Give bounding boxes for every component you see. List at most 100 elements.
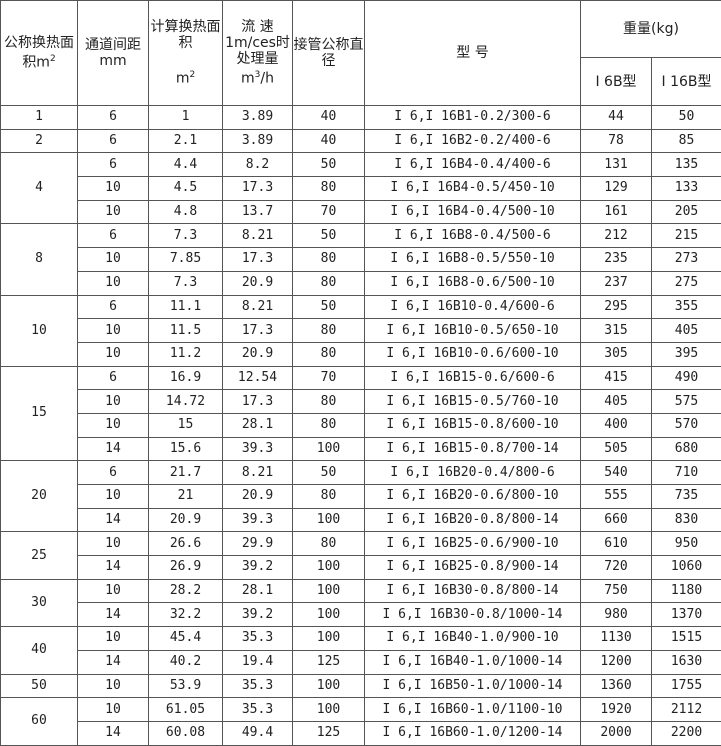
cell-model: I 6,I 16B30-0.8/1000-14	[365, 603, 581, 627]
cell-flow: 39.3	[223, 508, 293, 532]
cell-model: I 6,I 16B15-0.8/600-10	[365, 413, 581, 437]
cell-weight-i16b: 1370	[652, 603, 721, 627]
cell-pipe: 100	[293, 508, 365, 532]
cell-flow: 8.2	[223, 153, 293, 177]
cell-model: I 6,I 16B15-0.6/600-6	[365, 366, 581, 390]
cell-flow: 3.89	[223, 129, 293, 153]
cell-weight-i16b: 215	[652, 224, 721, 248]
cell-weight-i6b: 295	[581, 295, 652, 319]
cell-gap: 10	[78, 248, 149, 272]
cell-area: 20	[1, 461, 78, 532]
cell-model: I 6,I 16B8-0.5/550-10	[365, 248, 581, 272]
cell-pipe: 80	[293, 485, 365, 509]
cell-gap: 10	[78, 413, 149, 437]
cell-gap: 6	[78, 129, 149, 153]
cell-weight-i6b: 405	[581, 390, 652, 414]
cell-pipe: 100	[293, 556, 365, 580]
cell-area: 8	[1, 224, 78, 295]
cell-weight-i6b: 505	[581, 437, 652, 461]
cell-gap: 10	[78, 200, 149, 224]
cell-gap: 6	[78, 461, 149, 485]
cell-flow: 49.4	[223, 721, 293, 745]
cell-pipe: 100	[293, 437, 365, 461]
cell-gap: 10	[78, 627, 149, 651]
cell-pipe: 100	[293, 627, 365, 651]
cell-weight-i16b: 205	[652, 200, 721, 224]
cell-pipe: 100	[293, 674, 365, 698]
cell-model: I 6,I 16B8-0.6/500-10	[365, 271, 581, 295]
cell-gap: 10	[78, 485, 149, 509]
cell-flow: 35.3	[223, 674, 293, 698]
cell-gap: 6	[78, 224, 149, 248]
header-weight: 重量(kg)	[581, 1, 721, 58]
cell-model: I 6,I 16B50-1.0/1000-14	[365, 674, 581, 698]
cell-weight-i6b: 555	[581, 485, 652, 509]
cell-area: 4	[1, 153, 78, 224]
cell-gap: 14	[78, 650, 149, 674]
cell-pipe: 80	[293, 413, 365, 437]
cell-weight-i16b: 405	[652, 319, 721, 343]
cell-model: I 6,I 16B4-0.5/450-10	[365, 177, 581, 201]
cell-weight-i16b: 1060	[652, 556, 721, 580]
cell-pipe: 80	[293, 390, 365, 414]
cell-weight-i16b: 1515	[652, 627, 721, 651]
cell-weight-i16b: 275	[652, 271, 721, 295]
cell-gap: 10	[78, 674, 149, 698]
cell-flow: 29.9	[223, 532, 293, 556]
cell-gap: 10	[78, 342, 149, 366]
cell-model: I 6,I 16B40-1.0/1000-14	[365, 650, 581, 674]
cell-weight-i16b: 1755	[652, 674, 721, 698]
cell-model: I 6,I 16B25-0.6/900-10	[365, 532, 581, 556]
cell-weight-i6b: 720	[581, 556, 652, 580]
cell-model: I 6,I 16B20-0.6/800-10	[365, 485, 581, 509]
cell-weight-i6b: 129	[581, 177, 652, 201]
cell-model: I 6,I 16B25-0.8/900-14	[365, 556, 581, 580]
cell-weight-i6b: 750	[581, 579, 652, 603]
cell-calc-area: 26.9	[149, 556, 223, 580]
cell-weight-i16b: 2200	[652, 721, 721, 745]
cell-calc-area: 11.5	[149, 319, 223, 343]
cell-weight-i6b: 161	[581, 200, 652, 224]
cell-area: 10	[1, 295, 78, 366]
cell-weight-i16b: 395	[652, 342, 721, 366]
cell-gap: 6	[78, 366, 149, 390]
cell-flow: 8.21	[223, 461, 293, 485]
cell-weight-i16b: 735	[652, 485, 721, 509]
cell-calc-area: 7.3	[149, 271, 223, 295]
cell-pipe: 80	[293, 319, 365, 343]
cell-weight-i6b: 1360	[581, 674, 652, 698]
cell-calc-area: 7.3	[149, 224, 223, 248]
cell-gap: 14	[78, 508, 149, 532]
cell-gap: 6	[78, 106, 149, 130]
cell-gap: 10	[78, 271, 149, 295]
cell-model: I 6,I 16B10-0.4/600-6	[365, 295, 581, 319]
cell-area: 40	[1, 627, 78, 674]
cell-flow: 17.3	[223, 248, 293, 272]
cell-weight-i16b: 273	[652, 248, 721, 272]
cell-model: I 6,I 16B15-0.5/760-10	[365, 390, 581, 414]
cell-weight-i6b: 315	[581, 319, 652, 343]
cell-weight-i16b: 680	[652, 437, 721, 461]
header-area: 公称换热面积m2	[1, 1, 78, 106]
cell-calc-area: 4.8	[149, 200, 223, 224]
cell-model: I 6,I 16B60-1.0/1100-10	[365, 698, 581, 722]
cell-pipe: 50	[293, 153, 365, 177]
cell-weight-i16b: 575	[652, 390, 721, 414]
cell-model: I 6,I 16B8-0.4/500-6	[365, 224, 581, 248]
cell-pipe: 80	[293, 271, 365, 295]
cell-calc-area: 21.7	[149, 461, 223, 485]
